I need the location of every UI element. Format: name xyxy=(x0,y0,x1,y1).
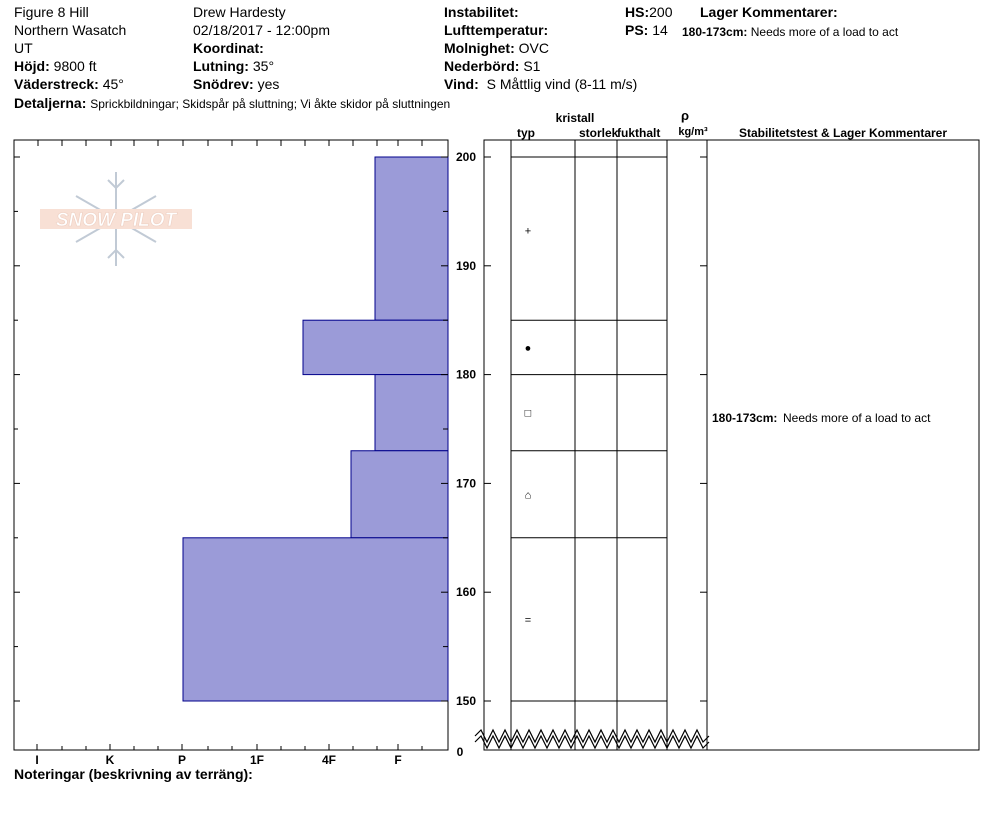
grain-symbol: ● xyxy=(525,342,532,354)
drift-row: Snödrev: yes xyxy=(193,76,279,92)
grain-symbol: = xyxy=(525,614,531,626)
airtemp-label: Lufttemperatur: xyxy=(444,22,549,38)
sky-row: Molnighet: OVC xyxy=(444,40,549,56)
grain-table-frame xyxy=(483,139,708,751)
grain-symbols: + ● □ ⌂ = xyxy=(525,226,532,627)
notes-label: Noteringar (beskrivning av terräng): xyxy=(14,766,253,782)
layer-comment-header: 180-173cm: Needs more of a load to act xyxy=(682,24,898,40)
location: Figure 8 Hill xyxy=(14,4,89,20)
logo-text: SNOW PILOT xyxy=(56,210,178,231)
col-rho: ρ xyxy=(681,108,689,123)
hs-row: HS:200 xyxy=(625,4,672,20)
x-tick-label: F xyxy=(394,753,401,767)
ps-label: PS: xyxy=(625,22,649,38)
col-moisture: fukthalt xyxy=(617,126,660,140)
y-tick-label: 170 xyxy=(456,476,476,490)
hardness-bar xyxy=(374,156,449,321)
col-size: storlek xyxy=(579,126,619,140)
x-tick-label: 1F xyxy=(250,753,264,767)
logo-band xyxy=(40,209,192,229)
hardness-bar xyxy=(350,450,449,539)
ps-row: PS: 14 xyxy=(625,22,668,38)
hardness-bar xyxy=(182,537,449,702)
y-tick-label: 160 xyxy=(456,585,476,599)
instability-label: Instabilitet: xyxy=(444,4,519,20)
range: Northern Wasatch xyxy=(14,22,127,38)
precip-row: Nederbörd: S1 xyxy=(444,58,540,74)
aspect-label: Väderstreck: xyxy=(14,76,99,92)
details-value: Sprickbildningar; Skidspår på sluttning;… xyxy=(90,97,451,111)
y-tick-label: 200 xyxy=(456,150,476,164)
col-stability: Stabilitetstest & Lager Kommentarer xyxy=(739,126,947,140)
elevation-row: Höjd: 9800 ft xyxy=(14,58,96,74)
stability-comment-range: 180-173cm: xyxy=(712,411,777,425)
sky-value: OVC xyxy=(518,40,549,56)
x-axis: I K P 1F 4F F xyxy=(35,744,423,767)
hardness-bars xyxy=(182,156,449,702)
hs-value: 200 xyxy=(649,4,673,20)
x-tick-label: P xyxy=(178,753,186,767)
wind-row: Vind: S Måttlig vind (8-11 m/s) xyxy=(444,76,637,92)
stability-panel xyxy=(706,139,980,751)
precip-label: Nederbörd: xyxy=(444,58,520,74)
details-label: Detaljerna: xyxy=(14,95,87,111)
slope-label: Lutning: xyxy=(193,58,249,74)
slope-value: 35° xyxy=(252,58,275,74)
grain-symbol: ⌂ xyxy=(525,489,532,501)
elevation-value: 9800 ft xyxy=(53,58,97,74)
aspect-value: 45° xyxy=(102,76,124,92)
hardness-bar xyxy=(302,319,449,376)
axis-break xyxy=(474,734,710,750)
col-density-unit: kg/m³ xyxy=(678,126,708,138)
instability-row: Instabilitet: xyxy=(444,4,519,20)
x-tick-label: 4F xyxy=(322,753,336,767)
slope-row: Lutning: 35° xyxy=(193,58,274,74)
wind-label: Vind: xyxy=(444,76,479,92)
coordinate-row: Koordinat: xyxy=(193,40,264,56)
hs-label: HS: xyxy=(625,4,650,20)
airtemp-row: Lufttemperatur: xyxy=(444,22,548,38)
x-tick-label: K xyxy=(106,753,115,767)
elevation-label: Höjd: xyxy=(14,58,50,74)
details-row: Detaljerna: Sprickbildningar; Skidspår p… xyxy=(14,95,450,112)
axis-break xyxy=(474,728,710,744)
drift-label: Snödrev: xyxy=(193,76,254,92)
y-break-label: 0 xyxy=(457,745,464,759)
observer: Drew Hardesty xyxy=(193,4,286,20)
x-tick-label: I xyxy=(35,753,38,767)
precip-value: S1 xyxy=(523,58,541,74)
drift-value: yes xyxy=(257,76,280,92)
coordinate-label: Koordinat: xyxy=(193,40,264,56)
stability-comment-text: Needs more of a load to act xyxy=(783,411,931,425)
ps-value: 14 xyxy=(652,22,668,38)
layer-comments-label: Lager Kommentarer: xyxy=(700,4,838,20)
grain-symbol: + xyxy=(525,226,531,238)
grain-table: + ● □ ⌂ = xyxy=(474,139,710,751)
datetime: 02/18/2017 - 12:00pm xyxy=(193,22,330,38)
layer-comment-range: 180-173cm: xyxy=(682,25,748,39)
snowpilot-logo: SNOW PILOT xyxy=(40,172,192,266)
state: UT xyxy=(14,40,33,56)
y-tick-label: 150 xyxy=(456,694,476,708)
grain-symbol: □ xyxy=(525,408,532,420)
layer-comment-text: Needs more of a load to act xyxy=(750,25,899,39)
aspect-row: Väderstreck: 45° xyxy=(14,76,124,92)
col-crystal: kristall xyxy=(556,111,595,125)
wind-value: S Måttlig vind (8-11 m/s) xyxy=(486,76,638,92)
hardness-bar xyxy=(374,374,449,452)
col-type: typ xyxy=(517,126,535,140)
y-tick-label: 190 xyxy=(456,259,476,273)
top-ticks xyxy=(37,140,423,146)
y-axis: 200 190 180 170 160 150 0 xyxy=(14,150,707,759)
y-tick-label: 180 xyxy=(456,368,476,382)
sky-label: Molnighet: xyxy=(444,40,515,56)
layer-boundaries xyxy=(511,156,667,702)
